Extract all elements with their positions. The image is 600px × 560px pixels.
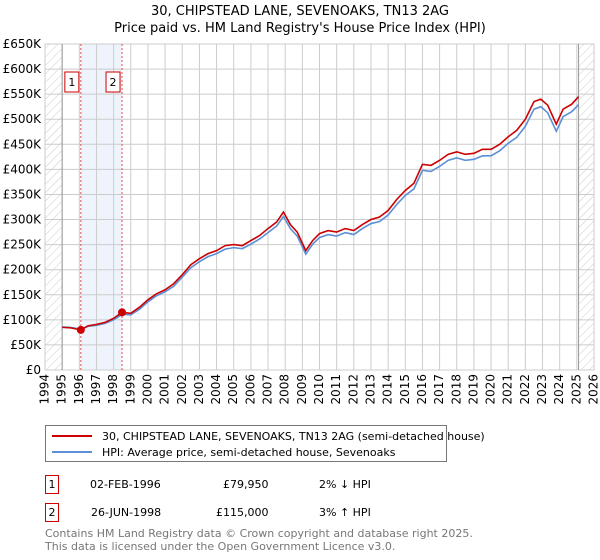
x-tick-label: 2019: [466, 374, 480, 405]
x-tick-label: 2016: [415, 374, 429, 405]
title-line1: 30, CHIPSTEAD LANE, SEVENOAKS, TN13 2AG: [151, 4, 449, 19]
y-tick-label: £100K: [3, 313, 43, 327]
legend-label: HPI: Average price, semi-detached house,…: [102, 445, 396, 459]
sale-period-band: [80, 44, 123, 370]
chart-title: 30, CHIPSTEAD LANE, SEVENOAKS, TN13 2AG …: [0, 3, 600, 37]
y-tick-label: £200K: [3, 263, 43, 277]
x-tick-label: 2000: [140, 374, 154, 405]
x-tick-label: 2022: [518, 374, 532, 405]
x-tick-label: 2007: [261, 374, 275, 405]
hpi-line: [62, 104, 580, 330]
x-tick-label: 1994: [38, 374, 52, 405]
x-tick-label: 2003: [192, 374, 206, 405]
hatched-region-right: [578, 44, 594, 370]
price-chart: 1994 1995 1996 1997 1998 1999 2000 2001 2002 2003…: [3, 37, 600, 405]
x-tick-label: 2014: [381, 374, 395, 405]
x-tick-label: 2018: [449, 374, 463, 405]
x-tick-label: 1996: [72, 374, 86, 405]
sale-label: 2: [110, 76, 117, 89]
sale-label: 1: [68, 76, 75, 89]
sale-badge: 1: [45, 475, 59, 494]
sale-price: £115,000: [216, 506, 269, 519]
sale-row: 2 26-JUN-1998 £115,000 3% ↑ HPI: [45, 503, 445, 523]
x-tick-label: 2011: [329, 374, 343, 405]
x-tick-label: 2005: [226, 374, 240, 405]
y-tick-label: £600K: [3, 62, 43, 76]
y-tick-label: £400K: [3, 162, 43, 176]
footer: Contains HM Land Registry data © Crown c…: [45, 527, 473, 553]
y-tick-label: £50K: [10, 338, 42, 352]
legend-item-hpi: HPI: Average price, semi-detached house,…: [46, 444, 395, 460]
legend-swatch-red: [52, 435, 92, 437]
x-tick-label: 1997: [89, 374, 103, 405]
x-tick-label: 2026: [587, 374, 600, 405]
sale-label-box: [105, 71, 121, 93]
footer-line1: Contains HM Land Registry data © Crown c…: [45, 527, 473, 540]
title-line2: Price paid vs. HM Land Registry's House …: [114, 21, 486, 36]
x-tick-label: 1999: [123, 374, 137, 405]
x-tick-label: 2015: [398, 374, 412, 405]
x-tick-label: 2024: [552, 374, 566, 405]
legend-label: 30, CHIPSTEAD LANE, SEVENOAKS, TN13 2AG …: [102, 429, 485, 443]
sale-date: 02-FEB-1996: [90, 478, 161, 491]
property-price-line: [62, 96, 580, 331]
x-tick-label: 2023: [535, 374, 549, 405]
y-tick-label: £250K: [3, 238, 43, 252]
hatched-region-left: [45, 44, 63, 370]
sale-point: [118, 308, 127, 317]
x-tick-label: 2006: [243, 374, 257, 405]
x-tick-label: 2017: [432, 374, 446, 405]
x-tick-label: 1995: [55, 374, 69, 405]
x-tick-label: 2001: [158, 374, 172, 405]
y-tick-label: £650K: [3, 37, 43, 51]
sale-label-box: [64, 71, 80, 93]
sale-date: 26-JUN-1998: [91, 506, 162, 519]
x-tick-label: 2008: [278, 374, 292, 405]
x-tick-label: 2020: [484, 374, 498, 405]
x-tick-label: 2012: [346, 374, 360, 405]
y-tick-label: £0: [26, 363, 41, 377]
x-tick-label: 2002: [175, 374, 189, 405]
sale-price: £79,950: [223, 478, 269, 491]
x-tick-label: 1998: [106, 374, 120, 405]
sale-point: [76, 325, 85, 334]
x-tick-label: 2009: [295, 374, 309, 405]
y-tick-label: £450K: [3, 137, 43, 151]
x-tick-label: 2004: [209, 374, 223, 405]
sale-badge: 2: [45, 503, 59, 522]
legend-item-property: 30, CHIPSTEAD LANE, SEVENOAKS, TN13 2AG …: [46, 428, 485, 444]
y-tick-label: £500K: [3, 112, 43, 126]
sale-row: 1 02-FEB-1996 £79,950 2% ↓ HPI: [45, 475, 445, 495]
x-tick-label: 2025: [569, 374, 583, 405]
sale-hpi: 3% ↑ HPI: [319, 506, 371, 519]
y-tick-label: £300K: [3, 213, 43, 227]
x-tick-label: 2010: [312, 374, 326, 405]
y-tick-label: £550K: [3, 87, 43, 101]
y-tick-label: £150K: [3, 288, 43, 302]
x-tick-label: 2013: [363, 374, 377, 405]
legend-swatch-blue: [52, 451, 92, 453]
chart-legend: 30, CHIPSTEAD LANE, SEVENOAKS, TN13 2AG …: [45, 425, 485, 462]
y-tick-label: £350K: [3, 187, 43, 201]
footer-line2: This data is licensed under the Open Gov…: [45, 540, 396, 553]
x-tick-label: 2021: [501, 374, 515, 405]
sale-hpi: 2% ↓ HPI: [319, 478, 371, 491]
